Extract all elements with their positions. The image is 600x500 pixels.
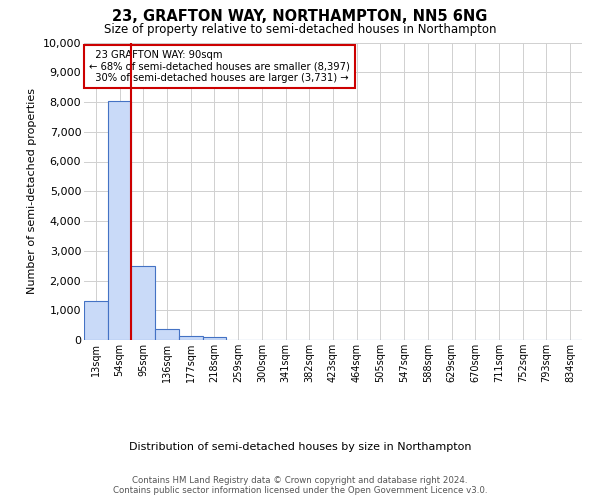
Y-axis label: Number of semi-detached properties: Number of semi-detached properties <box>27 88 37 294</box>
Bar <box>203 337 226 340</box>
Bar <box>84 302 108 340</box>
Text: 23, GRAFTON WAY, NORTHAMPTON, NN5 6NG: 23, GRAFTON WAY, NORTHAMPTON, NN5 6NG <box>112 9 488 24</box>
Text: 23 GRAFTON WAY: 90sqm
← 68% of semi-detached houses are smaller (8,397)
  30% of: 23 GRAFTON WAY: 90sqm ← 68% of semi-deta… <box>89 50 350 83</box>
Text: Contains public sector information licensed under the Open Government Licence v3: Contains public sector information licen… <box>113 486 487 495</box>
Text: Size of property relative to semi-detached houses in Northampton: Size of property relative to semi-detach… <box>104 22 496 36</box>
Bar <box>155 328 179 340</box>
Text: Distribution of semi-detached houses by size in Northampton: Distribution of semi-detached houses by … <box>129 442 471 452</box>
Text: Contains HM Land Registry data © Crown copyright and database right 2024.: Contains HM Land Registry data © Crown c… <box>132 476 468 485</box>
Bar <box>179 336 203 340</box>
Bar <box>131 266 155 340</box>
Bar <box>108 100 131 340</box>
